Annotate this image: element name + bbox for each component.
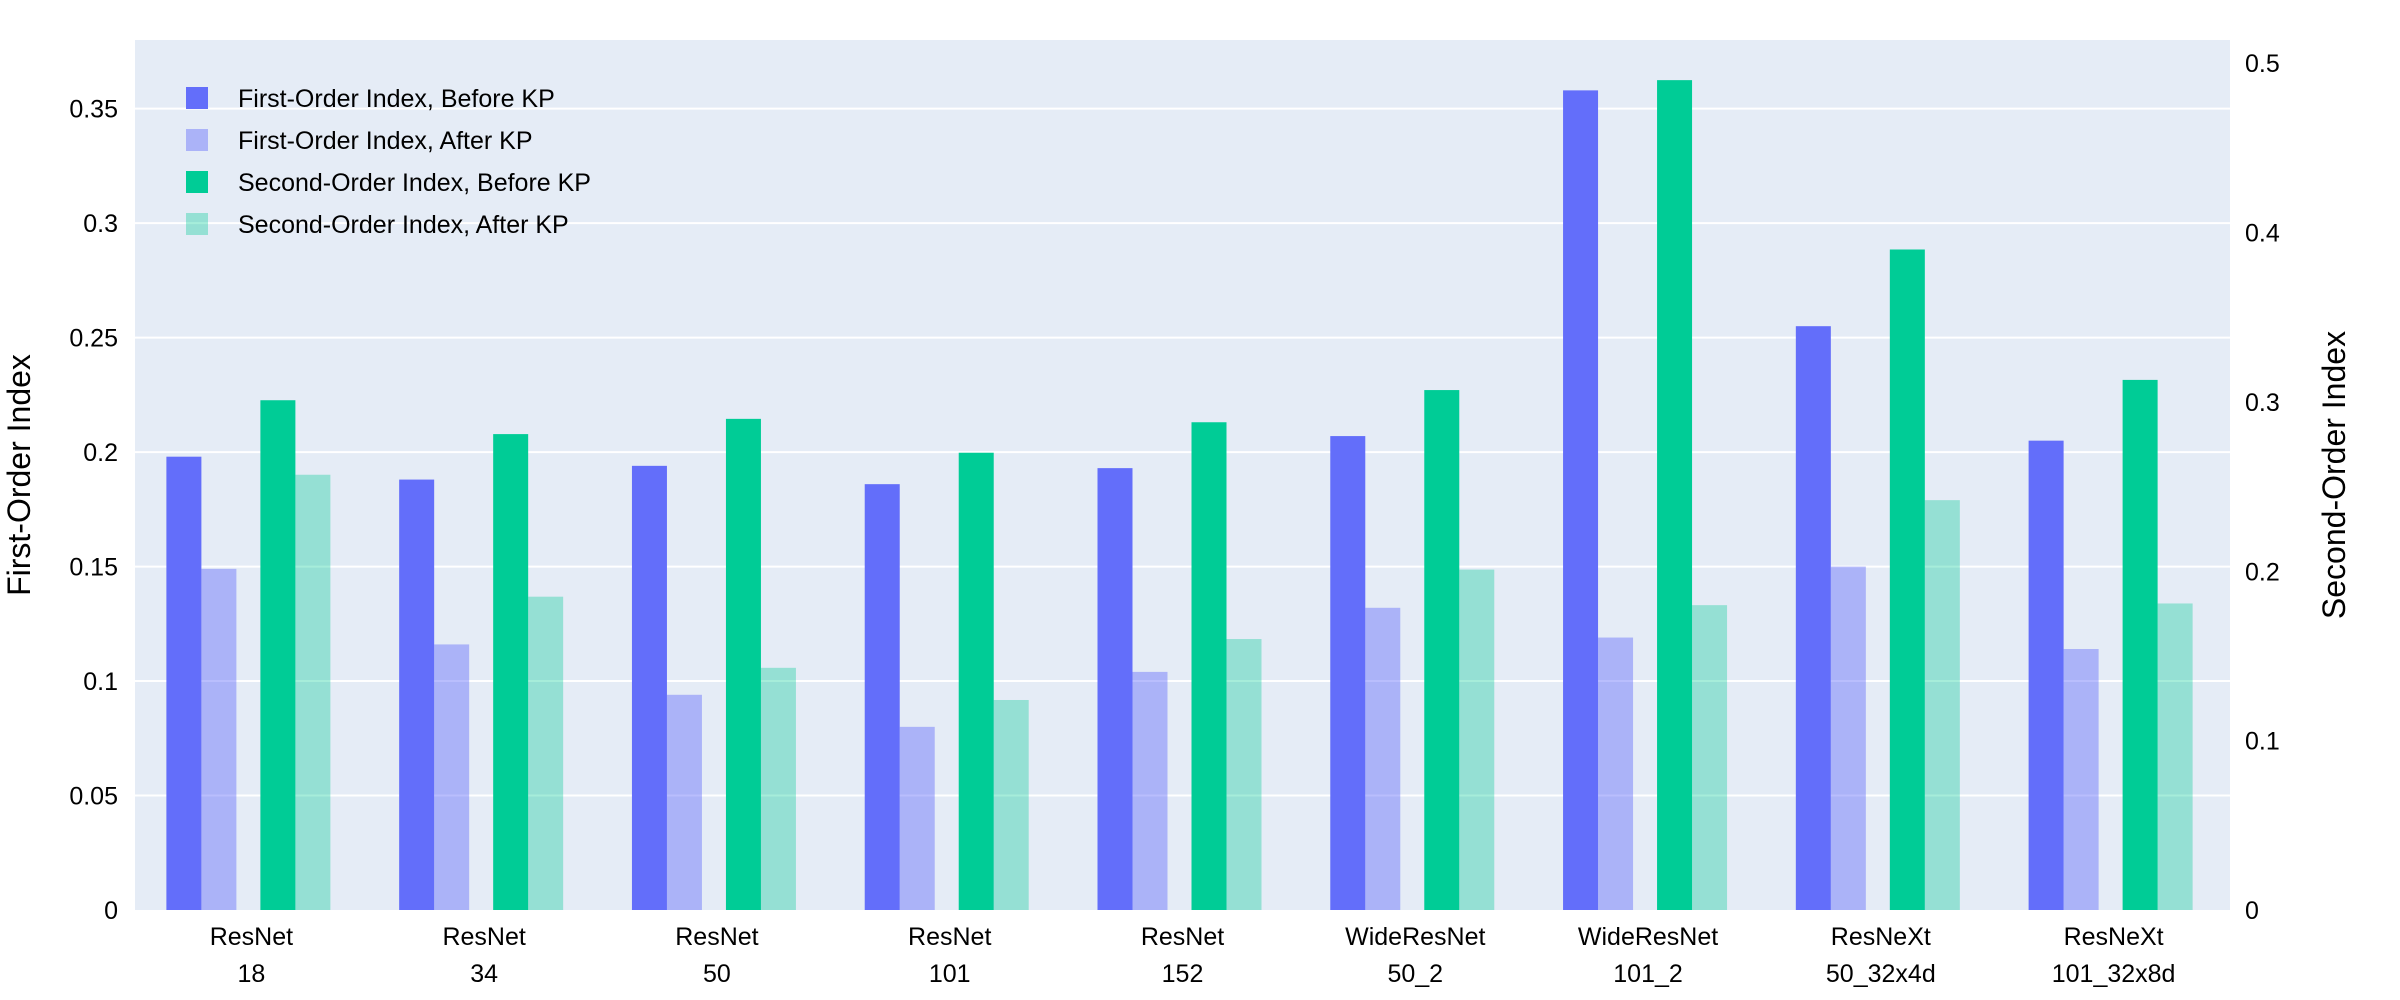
right-y-tick-label: 0.3 (2245, 389, 2280, 417)
bar-2 (1132, 671, 1168, 910)
right-y-tick-label: 0.4 (2245, 220, 2280, 248)
right-y-tick-label: 0.5 (2245, 50, 2280, 78)
bar-2 (1365, 607, 1401, 910)
left-y-tick-label: 0.05 (69, 783, 118, 811)
x-tick-label: ResNet 50 (675, 923, 758, 988)
bar-4 (1692, 605, 1728, 910)
bar-2 (666, 694, 702, 910)
bar-1 (631, 465, 667, 910)
x-axis: ResNet 18 ResNet 34 ResNet 50 ResNet 101 ResNet 1… (210, 923, 2176, 988)
legend-swatch (186, 129, 208, 151)
bar-4 (1226, 639, 1262, 910)
right-y-axis: 0 0.1 0.2 0.3 0.4 0.5 (2245, 50, 2280, 925)
legend: First-Order Index, Before KP First-Order … (186, 85, 591, 239)
x-tick-label: WideResNet 101_2 (1578, 923, 1718, 988)
bar-2 (434, 644, 470, 910)
legend-entry: Second-Order Index, Before KP (238, 169, 591, 197)
bar-1 (1795, 326, 1831, 910)
bar-1 (1097, 468, 1133, 910)
x-tick-label: WideResNet 50_2 (1345, 923, 1485, 988)
right-y-axis-title: Second-Order Index (2316, 331, 2352, 619)
bar-4 (528, 596, 564, 910)
bar-3 (493, 434, 529, 910)
left-y-tick-label: 0.15 (69, 554, 118, 582)
bar-3 (1191, 422, 1227, 910)
x-tick-label: ResNeXt 50_32x4d (1826, 923, 1936, 988)
bar-2 (1830, 566, 1866, 910)
bar-4 (2157, 603, 2193, 910)
x-tick-label: ResNet 18 (210, 923, 293, 988)
bar-3 (958, 452, 994, 910)
left-y-tick-label: 0.35 (69, 96, 118, 124)
bar-4 (295, 474, 331, 910)
plot-background (135, 40, 2230, 910)
bar-1 (166, 456, 202, 910)
bar-2 (899, 726, 935, 910)
bars (166, 80, 2193, 911)
bar-3 (725, 418, 761, 910)
left-y-tick-label: 0.25 (69, 325, 118, 353)
legend-swatch (186, 171, 208, 193)
bar-1 (2028, 440, 2064, 910)
bar-4 (760, 667, 796, 910)
gridlines (135, 107, 2230, 797)
bar-3 (1424, 390, 1460, 911)
bar-3 (1657, 80, 1693, 911)
legend-entry: First-Order Index, Before KP (238, 85, 555, 113)
bar-1 (1330, 436, 1366, 910)
left-y-axis-title: First-Order Index (1, 354, 37, 596)
left-y-tick-label: 0.3 (83, 210, 118, 238)
bar-4 (1924, 500, 1960, 910)
bar-2 (2063, 649, 2099, 910)
right-y-tick-label: 0 (2245, 897, 2259, 925)
bar-2 (201, 568, 237, 910)
bar-1 (399, 479, 435, 910)
left-y-axis: 0 0.05 0.1 0.15 0.2 0.25 0.3 0.35 (69, 96, 118, 925)
bar-3 (2122, 379, 2158, 910)
bar-1 (1563, 90, 1599, 911)
x-tick-label: ResNet 152 (1141, 923, 1224, 988)
bar-4 (1459, 569, 1495, 910)
bar-2 (1598, 637, 1634, 910)
legend-entry: First-Order Index, After KP (238, 127, 533, 155)
left-y-tick-label: 0 (104, 897, 118, 925)
right-y-tick-label: 0.1 (2245, 728, 2280, 756)
x-tick-label: ResNet 101 (908, 923, 991, 988)
left-y-tick-label: 0.2 (83, 439, 118, 467)
right-y-tick-label: 0.2 (2245, 558, 2280, 586)
bar-3 (260, 400, 296, 910)
legend-entry: Second-Order Index, After KP (238, 211, 569, 239)
bar-4 (993, 699, 1029, 910)
legend-swatch (186, 87, 208, 109)
left-y-tick-label: 0.1 (83, 668, 118, 696)
bar-1 (864, 484, 900, 910)
bar-3 (1889, 249, 1925, 911)
legend-swatch (186, 213, 208, 235)
x-tick-label: ResNet 34 (442, 923, 525, 988)
x-tick-label: ResNeXt 101_32x8d (2052, 923, 2176, 988)
